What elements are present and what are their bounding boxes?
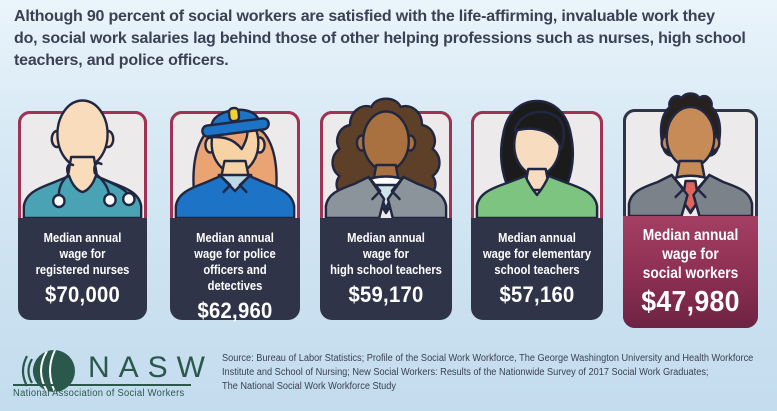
high-school-teacher-avatar	[324, 97, 448, 218]
card-elementary-teachers: Median annual wage for elementary school…	[471, 99, 603, 320]
nasw-acronym: NASW	[88, 351, 214, 384]
wage-value: $70,000	[44, 282, 121, 307]
wage-label: Median annual wage for social workers	[642, 227, 739, 282]
intro-paragraph: Although 90 percent of social workers ar…	[14, 8, 746, 69]
avatar-area	[471, 99, 603, 218]
label-area: Median annual wage for police officers a…	[170, 218, 300, 323]
label-area: Median annual wage for registered nurses…	[18, 218, 147, 320]
elementary-teacher-avatar	[475, 99, 599, 218]
wage-value: $62,960	[197, 298, 273, 323]
card-registered-nurses: Median annual wage for registered nurses…	[18, 99, 147, 320]
nasw-globe-icon	[21, 350, 75, 392]
wage-label: Median annual wage for elementary school…	[482, 230, 592, 277]
nurse-avatar	[22, 99, 143, 218]
wage-value: $47,980	[641, 286, 740, 318]
avatar-area	[170, 106, 300, 218]
label-area: Median annual wage for elementary school…	[471, 218, 603, 320]
wage-label: Median annual wage for high school teach…	[330, 230, 442, 277]
label-area: Median annual wage for social workers $4…	[623, 216, 758, 328]
source-citation: Source: Bureau of Labor Statistics; Prof…	[222, 353, 754, 392]
social-worker-avatar	[627, 92, 754, 216]
nasw-tagline: National Association of Social Workers	[13, 388, 185, 399]
label-area: Median annual wage for high school teach…	[320, 218, 452, 320]
wage-value: $57,160	[499, 282, 575, 307]
wage-label: Median annual wage for registered nurses	[35, 230, 130, 277]
avatar-area	[18, 99, 147, 218]
avatar-area	[623, 92, 758, 216]
police-officer-avatar	[174, 106, 296, 218]
wage-value: $59,170	[348, 282, 424, 307]
wage-label: Median annual wage for police officers a…	[194, 230, 276, 293]
card-social-workers: Median annual wage for social workers $4…	[623, 92, 758, 328]
card-police-officers: Median annual wage for police officers a…	[170, 106, 300, 323]
logo-divider	[13, 384, 191, 386]
avatar-area	[320, 97, 452, 218]
card-high-school-teachers: Median annual wage for high school teach…	[320, 97, 452, 320]
